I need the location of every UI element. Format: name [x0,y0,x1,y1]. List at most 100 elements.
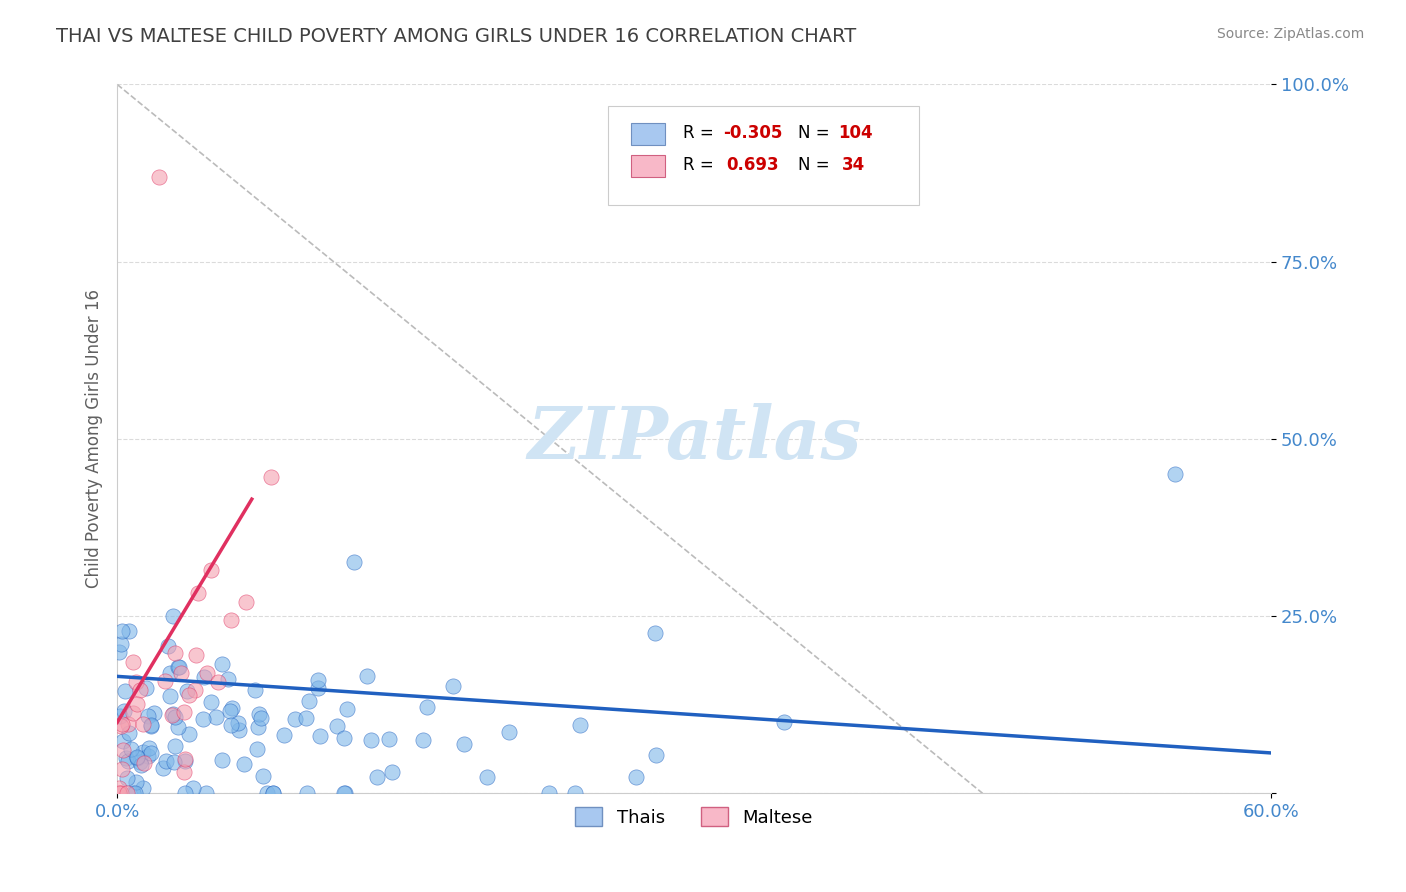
Thais [415,700,437,714]
Thais [498,724,520,739]
Thais [165,710,187,724]
Text: N =: N = [799,155,835,174]
Thais [110,637,132,651]
Thais [262,786,284,800]
Maltese [122,706,145,721]
Maltese [124,674,146,689]
Thais [141,746,163,760]
Bar [631,123,665,145]
Thais [343,555,366,569]
Maltese [112,743,135,757]
Thais [163,739,186,753]
Thais [174,754,197,768]
Bar [631,155,665,177]
Thais [124,786,146,800]
Legend: Thais, Maltese: Thais, Maltese [568,800,820,834]
Thais [163,755,186,769]
Maltese [219,613,242,627]
Text: -0.305: -0.305 [723,124,782,142]
Thais [333,731,356,746]
Text: R =: R = [682,155,718,174]
Thais [174,786,197,800]
Thais [366,770,388,784]
Thais [624,770,647,784]
Thais [135,681,157,695]
Thais [159,665,181,680]
Thais [120,742,142,756]
Maltese [110,786,132,800]
Maltese [163,647,186,661]
Maltese [115,786,138,800]
Thais [217,672,239,686]
Thais [129,755,152,769]
Maltese [108,780,131,795]
Thais [152,761,174,775]
Maltese [127,698,149,712]
Maltese [260,469,283,483]
Thais [233,757,256,772]
Thais [117,754,139,768]
Thais [295,711,318,725]
Text: ZIPatlas: ZIPatlas [527,403,862,475]
Thais [295,786,318,800]
Thais [125,749,148,764]
Thais [117,772,139,786]
Maltese [186,648,208,662]
Maltese [170,665,193,680]
Thais [377,731,399,746]
Thais [118,726,141,740]
Maltese [134,756,156,771]
Thais [537,786,560,800]
Thais [132,781,155,796]
Thais [193,670,215,684]
Thais [356,668,378,682]
Thais [273,728,295,742]
Thais [228,723,250,737]
Thais [644,626,666,640]
Maltese [195,666,218,681]
Text: 0.693: 0.693 [727,155,779,174]
Thais [125,775,148,789]
Thais [250,711,273,725]
Y-axis label: Child Poverty Among Girls Under 16: Child Poverty Among Girls Under 16 [86,289,103,589]
Thais [211,753,233,767]
Text: Source: ZipAtlas.com: Source: ZipAtlas.com [1216,27,1364,41]
Maltese [207,675,229,690]
Thais [246,742,269,756]
Thais [247,706,270,721]
Thais [181,780,204,795]
Thais [569,718,592,732]
Maltese [117,717,139,731]
Maltese [184,682,207,697]
Thais [118,624,141,638]
Thais [138,749,160,764]
Thais [111,624,134,639]
Thais [298,694,321,708]
Thais [115,751,138,765]
Thais [179,727,201,741]
Thais [333,786,356,800]
Maltese [128,683,150,698]
Thais [200,695,222,709]
Thais [283,712,305,726]
Thais [226,716,249,731]
Maltese [235,595,257,609]
Thais [176,683,198,698]
Thais [326,719,349,733]
Maltese [132,717,155,731]
Thais [142,706,165,720]
Maltese [108,786,131,800]
Maltese [148,169,170,184]
Thais [307,681,329,696]
Maltese [187,586,209,600]
Thais [136,708,159,723]
Maltese [173,764,195,779]
Maltese [153,674,176,689]
Thais [256,786,278,800]
Maltese [111,716,134,731]
Thais [1164,467,1187,482]
Maltese [179,688,201,702]
Thais [246,720,269,734]
Text: N =: N = [799,124,835,142]
Thais [252,769,274,783]
